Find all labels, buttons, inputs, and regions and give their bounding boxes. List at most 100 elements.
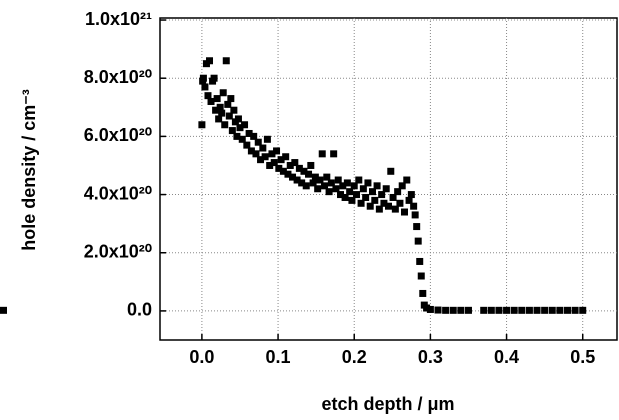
point [234, 115, 242, 123]
point [282, 153, 290, 161]
point [548, 306, 556, 314]
point [210, 74, 218, 82]
point [398, 182, 406, 190]
point [362, 193, 370, 201]
point [261, 153, 269, 161]
point [268, 150, 276, 158]
point [204, 92, 212, 100]
point [201, 83, 209, 91]
point [366, 202, 374, 210]
point [277, 156, 285, 164]
point [480, 306, 488, 314]
point [359, 185, 367, 193]
point [266, 161, 274, 169]
point [245, 129, 253, 137]
point [364, 179, 372, 187]
point [323, 173, 331, 181]
point [311, 173, 319, 181]
x-tick-label: 0.5 [570, 347, 595, 367]
point [243, 141, 251, 149]
point [332, 185, 340, 193]
point [426, 305, 434, 313]
point [295, 164, 303, 172]
point [503, 306, 511, 314]
point [348, 196, 356, 204]
point [330, 150, 338, 158]
point [316, 176, 324, 184]
point [385, 202, 392, 210]
x-tick-label: 0.3 [418, 347, 443, 367]
point [556, 306, 564, 314]
point [373, 182, 381, 190]
point [357, 199, 365, 207]
point [337, 191, 345, 199]
point [407, 191, 415, 199]
point [286, 161, 294, 169]
point [434, 306, 442, 314]
point [325, 188, 333, 196]
point [391, 205, 399, 213]
point [563, 306, 571, 314]
point [307, 161, 315, 169]
point [236, 124, 244, 132]
point [353, 191, 361, 199]
point [449, 306, 457, 314]
point [423, 304, 431, 312]
point [309, 179, 317, 187]
point [495, 306, 503, 314]
point [396, 199, 404, 207]
point [252, 150, 260, 158]
point [387, 167, 395, 175]
point [270, 159, 278, 167]
y-tick-label: 8.0x10²⁰ [84, 67, 152, 87]
point [227, 95, 235, 103]
point [222, 57, 230, 65]
point [442, 306, 450, 314]
point [302, 182, 310, 190]
point [259, 144, 267, 152]
point [298, 179, 306, 187]
point [250, 132, 258, 140]
point [518, 306, 526, 314]
point [339, 182, 347, 190]
point [233, 132, 241, 140]
point [225, 112, 233, 120]
point [419, 289, 427, 297]
point [464, 306, 472, 314]
point [305, 170, 313, 178]
point [273, 147, 281, 155]
point [279, 167, 287, 175]
point [263, 135, 271, 143]
point [216, 103, 224, 111]
point [375, 205, 383, 213]
point [257, 156, 265, 164]
point [293, 176, 301, 184]
point [400, 208, 408, 216]
y-tick-label: 2.0x10²⁰ [84, 241, 152, 261]
point [394, 188, 402, 196]
point [247, 147, 255, 155]
point [411, 211, 419, 219]
point [300, 167, 308, 175]
point [213, 95, 221, 103]
point [389, 193, 397, 201]
point [334, 176, 342, 184]
point [416, 257, 424, 265]
point [341, 193, 349, 201]
point [343, 179, 351, 187]
plot-frame [159, 17, 618, 341]
point [371, 196, 379, 204]
point [533, 306, 541, 314]
point [206, 57, 214, 65]
point [346, 188, 354, 196]
y-tick-label: 1.0x10²¹ [85, 9, 152, 29]
point [382, 185, 390, 193]
point [525, 306, 533, 314]
point [221, 121, 229, 129]
point [212, 106, 220, 114]
point [275, 164, 283, 172]
point [0, 306, 7, 314]
point [219, 89, 227, 97]
point [571, 306, 579, 314]
point [487, 306, 495, 314]
